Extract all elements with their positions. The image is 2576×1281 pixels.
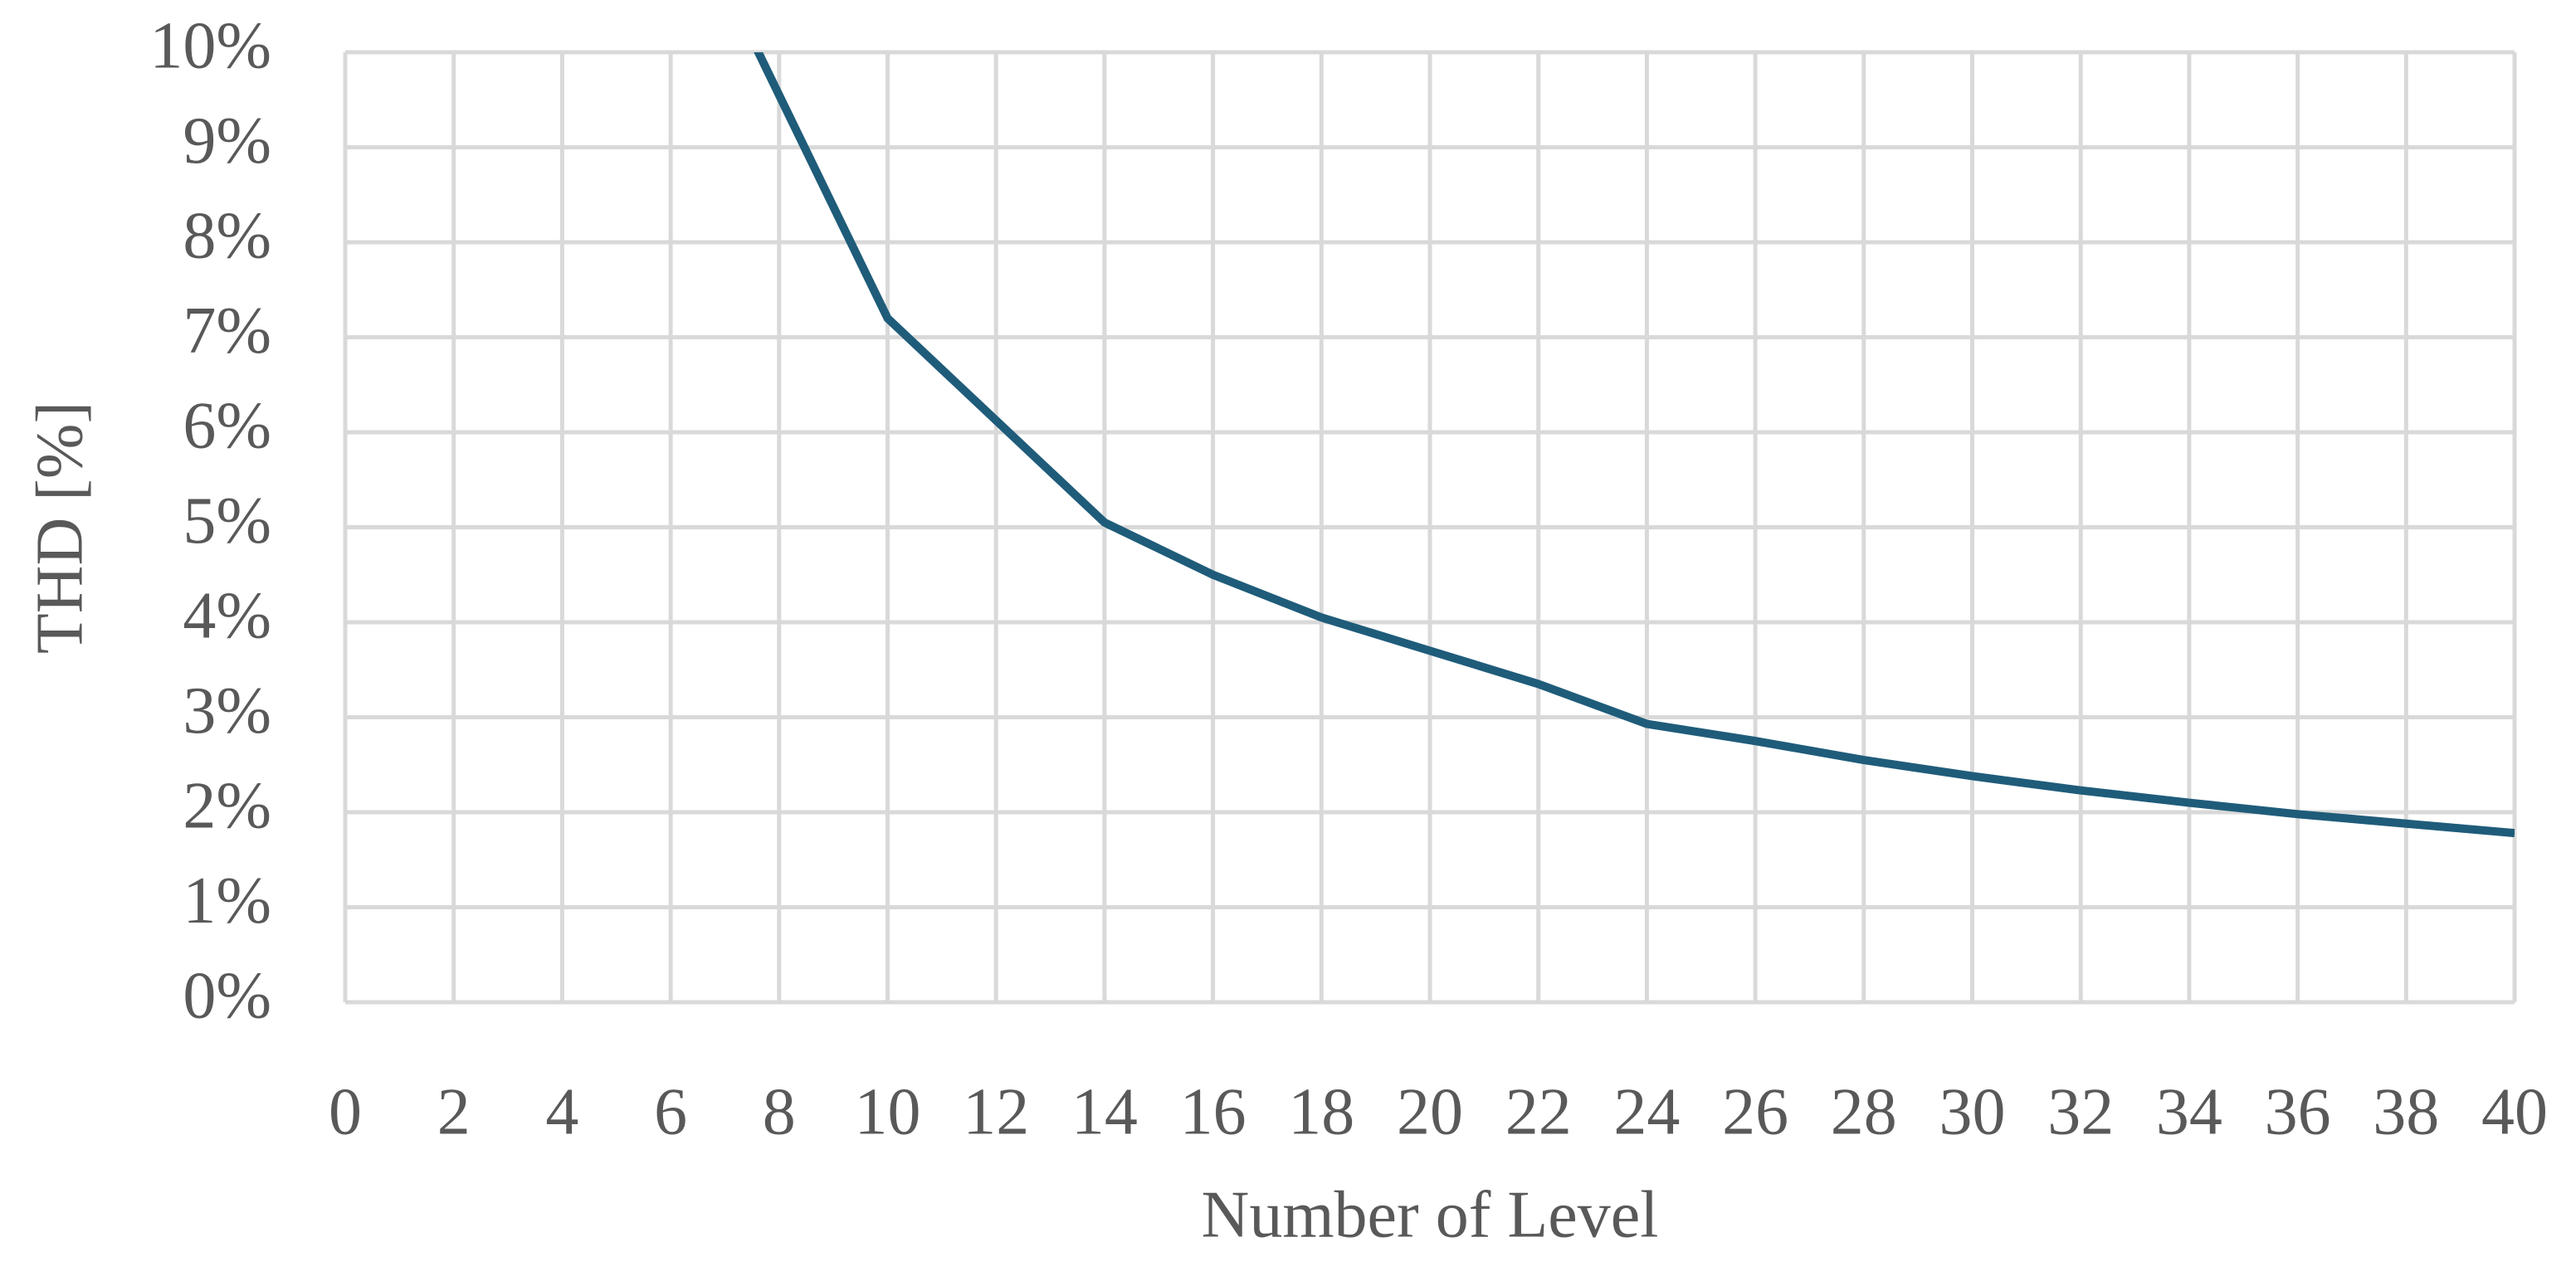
x-tick-label: 24 xyxy=(1613,1075,1680,1148)
data-line xyxy=(754,52,2515,838)
x-axis-title: Number of Level xyxy=(1202,1178,1659,1251)
x-tick-label: 0 xyxy=(329,1075,362,1148)
y-tick-label: 7% xyxy=(183,295,271,368)
y-tick-label: 2% xyxy=(183,769,271,842)
x-tick-label: 32 xyxy=(2047,1075,2114,1148)
y-tick-label: 9% xyxy=(183,105,271,178)
y-tick-label: 8% xyxy=(183,199,271,272)
y-tick-label: 3% xyxy=(183,675,271,748)
x-tick-label: 18 xyxy=(1288,1075,1354,1148)
x-tick-label: 16 xyxy=(1180,1075,1247,1148)
x-tick-label: 34 xyxy=(2156,1075,2222,1148)
x-tick-label: 40 xyxy=(2481,1075,2548,1148)
x-tick-label: 20 xyxy=(1397,1075,1463,1148)
y-tick-label: 4% xyxy=(183,579,271,652)
y-tick-label: 1% xyxy=(183,865,271,938)
y-tick-label: 6% xyxy=(183,389,271,462)
x-tick-label: 4 xyxy=(545,1075,578,1148)
x-tick-label: 14 xyxy=(1071,1075,1138,1148)
x-tick-label: 8 xyxy=(763,1075,796,1148)
x-tick-label: 28 xyxy=(1831,1075,1897,1148)
y-tick-label: 5% xyxy=(183,485,271,558)
x-tick-label: 2 xyxy=(437,1075,471,1148)
x-tick-label: 38 xyxy=(2373,1075,2439,1148)
x-tick-label: 36 xyxy=(2265,1075,2331,1148)
x-tick-label: 30 xyxy=(1939,1075,2006,1148)
x-tick-label: 10 xyxy=(855,1075,921,1148)
x-tick-label: 26 xyxy=(1722,1075,1788,1148)
y-axis-title: THD [%] xyxy=(23,402,96,654)
x-tick-label: 22 xyxy=(1505,1075,1572,1148)
x-tick-label: 12 xyxy=(963,1075,1029,1148)
y-tick-label: 10% xyxy=(149,9,271,82)
y-tick-label: 0% xyxy=(183,959,271,1032)
x-tick-label: 6 xyxy=(654,1075,687,1148)
